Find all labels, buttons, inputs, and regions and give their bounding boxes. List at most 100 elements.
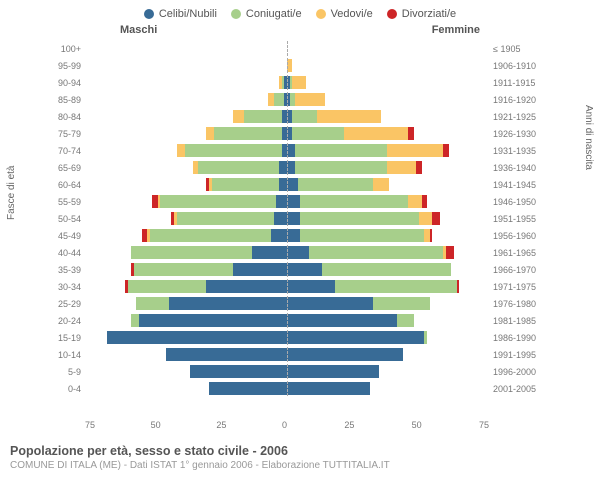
segment <box>292 110 316 123</box>
segment <box>317 110 382 123</box>
pyramid-row: 20-241981-1985 <box>45 312 545 329</box>
bar-wrap <box>85 279 489 294</box>
segment <box>276 195 287 208</box>
year-label: 1941-1945 <box>489 180 545 190</box>
segment <box>169 297 288 310</box>
female-bar <box>287 347 489 362</box>
bar-wrap <box>85 245 489 260</box>
female-bar <box>287 126 489 141</box>
segment <box>446 246 454 259</box>
footer: Popolazione per età, sesso e stato civil… <box>0 438 600 471</box>
segment <box>344 127 409 140</box>
segment <box>287 348 403 361</box>
legend-label: Celibi/Nubili <box>159 8 217 20</box>
segment <box>295 93 325 106</box>
segment <box>287 382 370 395</box>
center-line <box>287 177 288 192</box>
x-tick: 50 <box>412 420 422 438</box>
bar-wrap <box>85 381 489 396</box>
male-bar <box>85 245 287 260</box>
segment <box>287 195 300 208</box>
segment <box>287 144 295 157</box>
segment <box>322 263 451 276</box>
male-bar <box>85 262 287 277</box>
segment <box>233 110 244 123</box>
pyramid-row: 90-941911-1915 <box>45 74 545 91</box>
segment <box>206 127 214 140</box>
center-line <box>287 330 288 345</box>
female-bar <box>287 245 489 260</box>
x-tick: 75 <box>85 420 95 438</box>
center-line <box>287 126 288 141</box>
segment <box>373 178 389 191</box>
bar-wrap <box>85 75 489 90</box>
legend-label: Divorziati/e <box>402 8 456 20</box>
segment <box>443 144 448 157</box>
age-label: 35-39 <box>45 265 85 275</box>
year-label: 1966-1970 <box>489 265 545 275</box>
legend-swatch <box>387 9 397 19</box>
pyramid-row: 75-791926-1930 <box>45 125 545 142</box>
bar-wrap <box>85 194 489 209</box>
male-bar <box>85 160 287 175</box>
male-bar <box>85 41 287 56</box>
female-bar <box>287 41 489 56</box>
bar-wrap <box>85 126 489 141</box>
segment <box>233 263 287 276</box>
segment <box>457 280 460 293</box>
legend-swatch <box>231 9 241 19</box>
male-bar <box>85 126 287 141</box>
center-line <box>287 92 288 107</box>
male-bar <box>85 381 287 396</box>
segment <box>271 229 287 242</box>
segment <box>150 229 271 242</box>
segment <box>206 280 287 293</box>
segment <box>214 127 281 140</box>
segment <box>432 212 440 225</box>
header-female: Femmine <box>432 24 480 36</box>
male-bar <box>85 143 287 158</box>
segment <box>416 161 421 174</box>
segment <box>252 246 287 259</box>
chart-area: 100+≤ 190595-991906-191090-941911-191585… <box>45 40 545 420</box>
pyramid-row: 80-841921-1925 <box>45 108 545 125</box>
x-tick: 25 <box>344 420 354 438</box>
male-bar <box>85 296 287 311</box>
segment <box>287 178 298 191</box>
pyramid-row: 60-641941-1945 <box>45 176 545 193</box>
year-label: 1936-1940 <box>489 163 545 173</box>
male-bar <box>85 279 287 294</box>
segment <box>387 161 417 174</box>
pyramid-row: 65-691936-1940 <box>45 159 545 176</box>
segment <box>185 144 282 157</box>
segment <box>419 212 432 225</box>
center-line <box>287 41 288 56</box>
segment <box>287 297 373 310</box>
year-label: 1956-1960 <box>489 231 545 241</box>
year-label: 1961-1965 <box>489 248 545 258</box>
center-line <box>287 228 288 243</box>
male-bar <box>85 313 287 328</box>
bar-wrap <box>85 313 489 328</box>
age-label: 55-59 <box>45 197 85 207</box>
age-label: 70-74 <box>45 146 85 156</box>
center-line <box>287 160 288 175</box>
female-bar <box>287 160 489 175</box>
segment <box>166 348 287 361</box>
age-label: 25-29 <box>45 299 85 309</box>
year-label: 1976-1980 <box>489 299 545 309</box>
x-axis: 7550250255075 <box>45 420 545 438</box>
segment <box>287 280 335 293</box>
pyramid-row: 55-591946-1950 <box>45 193 545 210</box>
chart-source: COMUNE DI ITALA (ME) - Dati ISTAT 1° gen… <box>10 460 590 471</box>
male-bar <box>85 347 287 362</box>
female-bar <box>287 75 489 90</box>
segment <box>128 280 206 293</box>
bar-wrap <box>85 296 489 311</box>
segment <box>408 195 421 208</box>
segment <box>131 314 139 327</box>
age-label: 75-79 <box>45 129 85 139</box>
year-label: 1981-1985 <box>489 316 545 326</box>
segment <box>134 263 234 276</box>
female-bar <box>287 92 489 107</box>
